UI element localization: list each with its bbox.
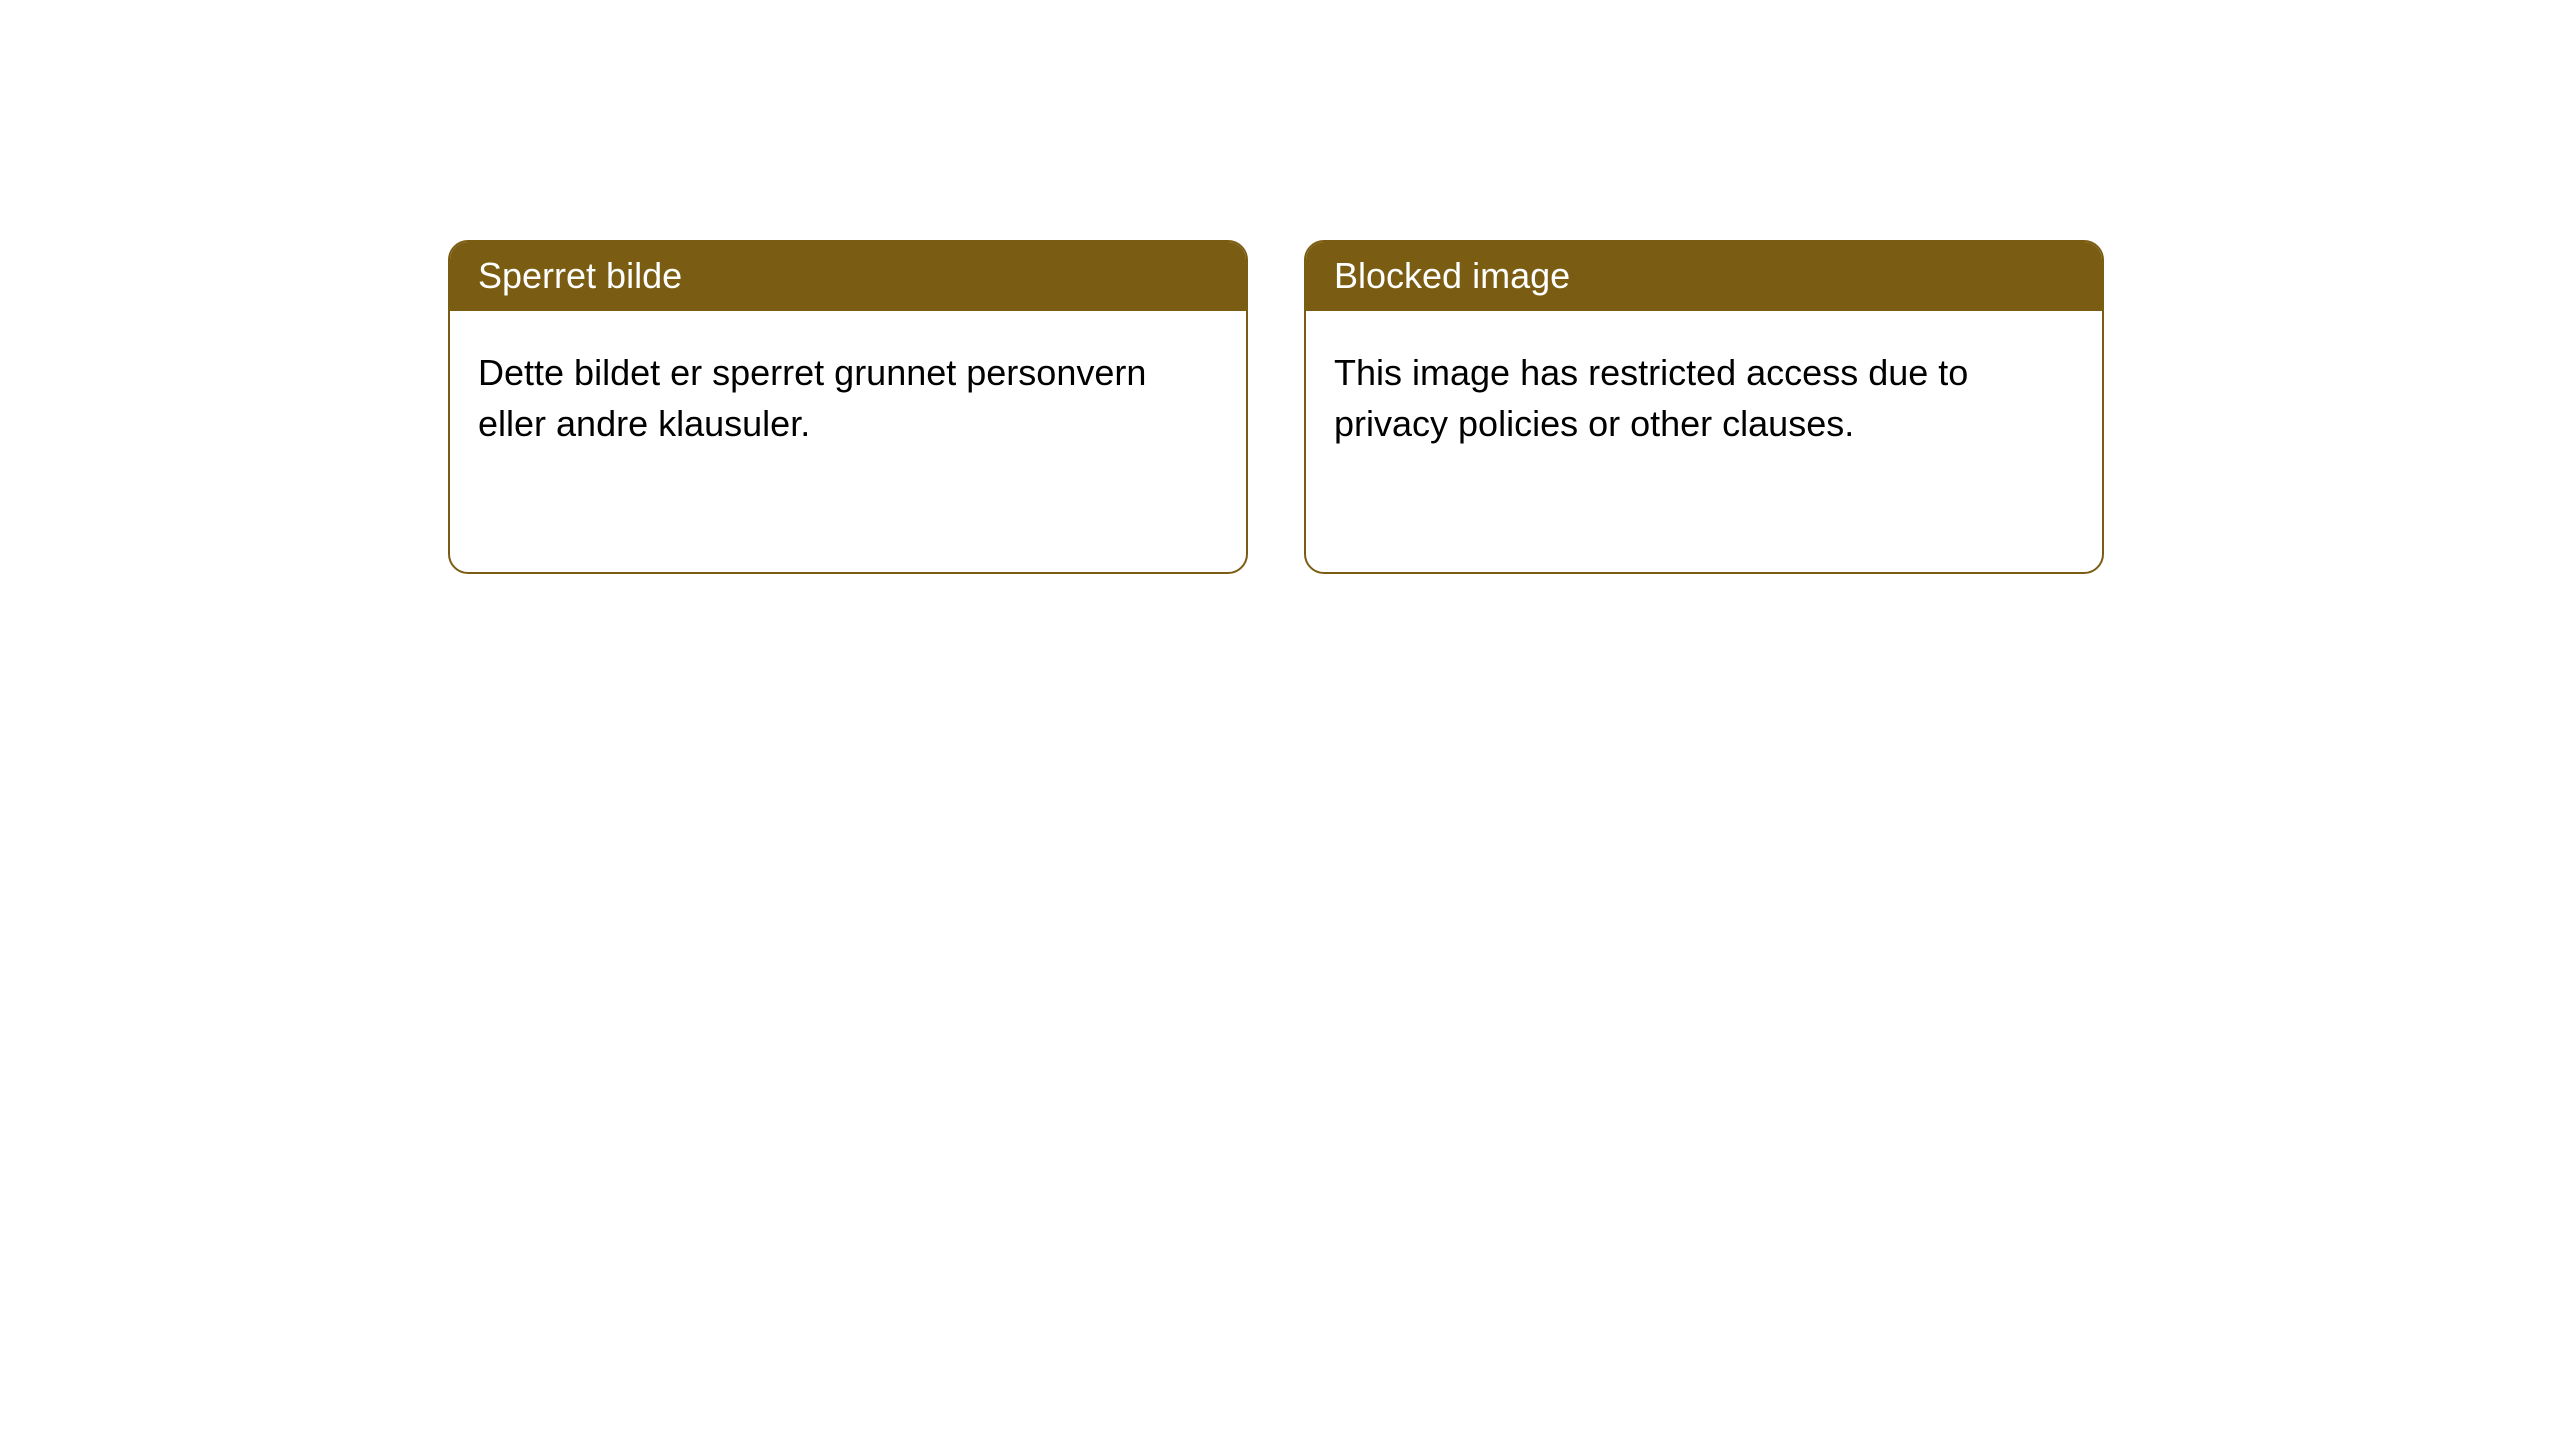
notice-body-english: This image has restricted access due to …: [1306, 311, 2102, 485]
notice-header-norwegian: Sperret bilde: [450, 242, 1246, 311]
notice-card-english: Blocked image This image has restricted …: [1304, 240, 2104, 574]
notice-card-norwegian: Sperret bilde Dette bildet er sperret gr…: [448, 240, 1248, 574]
notice-body-norwegian: Dette bildet er sperret grunnet personve…: [450, 311, 1246, 485]
notice-container: Sperret bilde Dette bildet er sperret gr…: [0, 0, 2560, 574]
notice-header-english: Blocked image: [1306, 242, 2102, 311]
